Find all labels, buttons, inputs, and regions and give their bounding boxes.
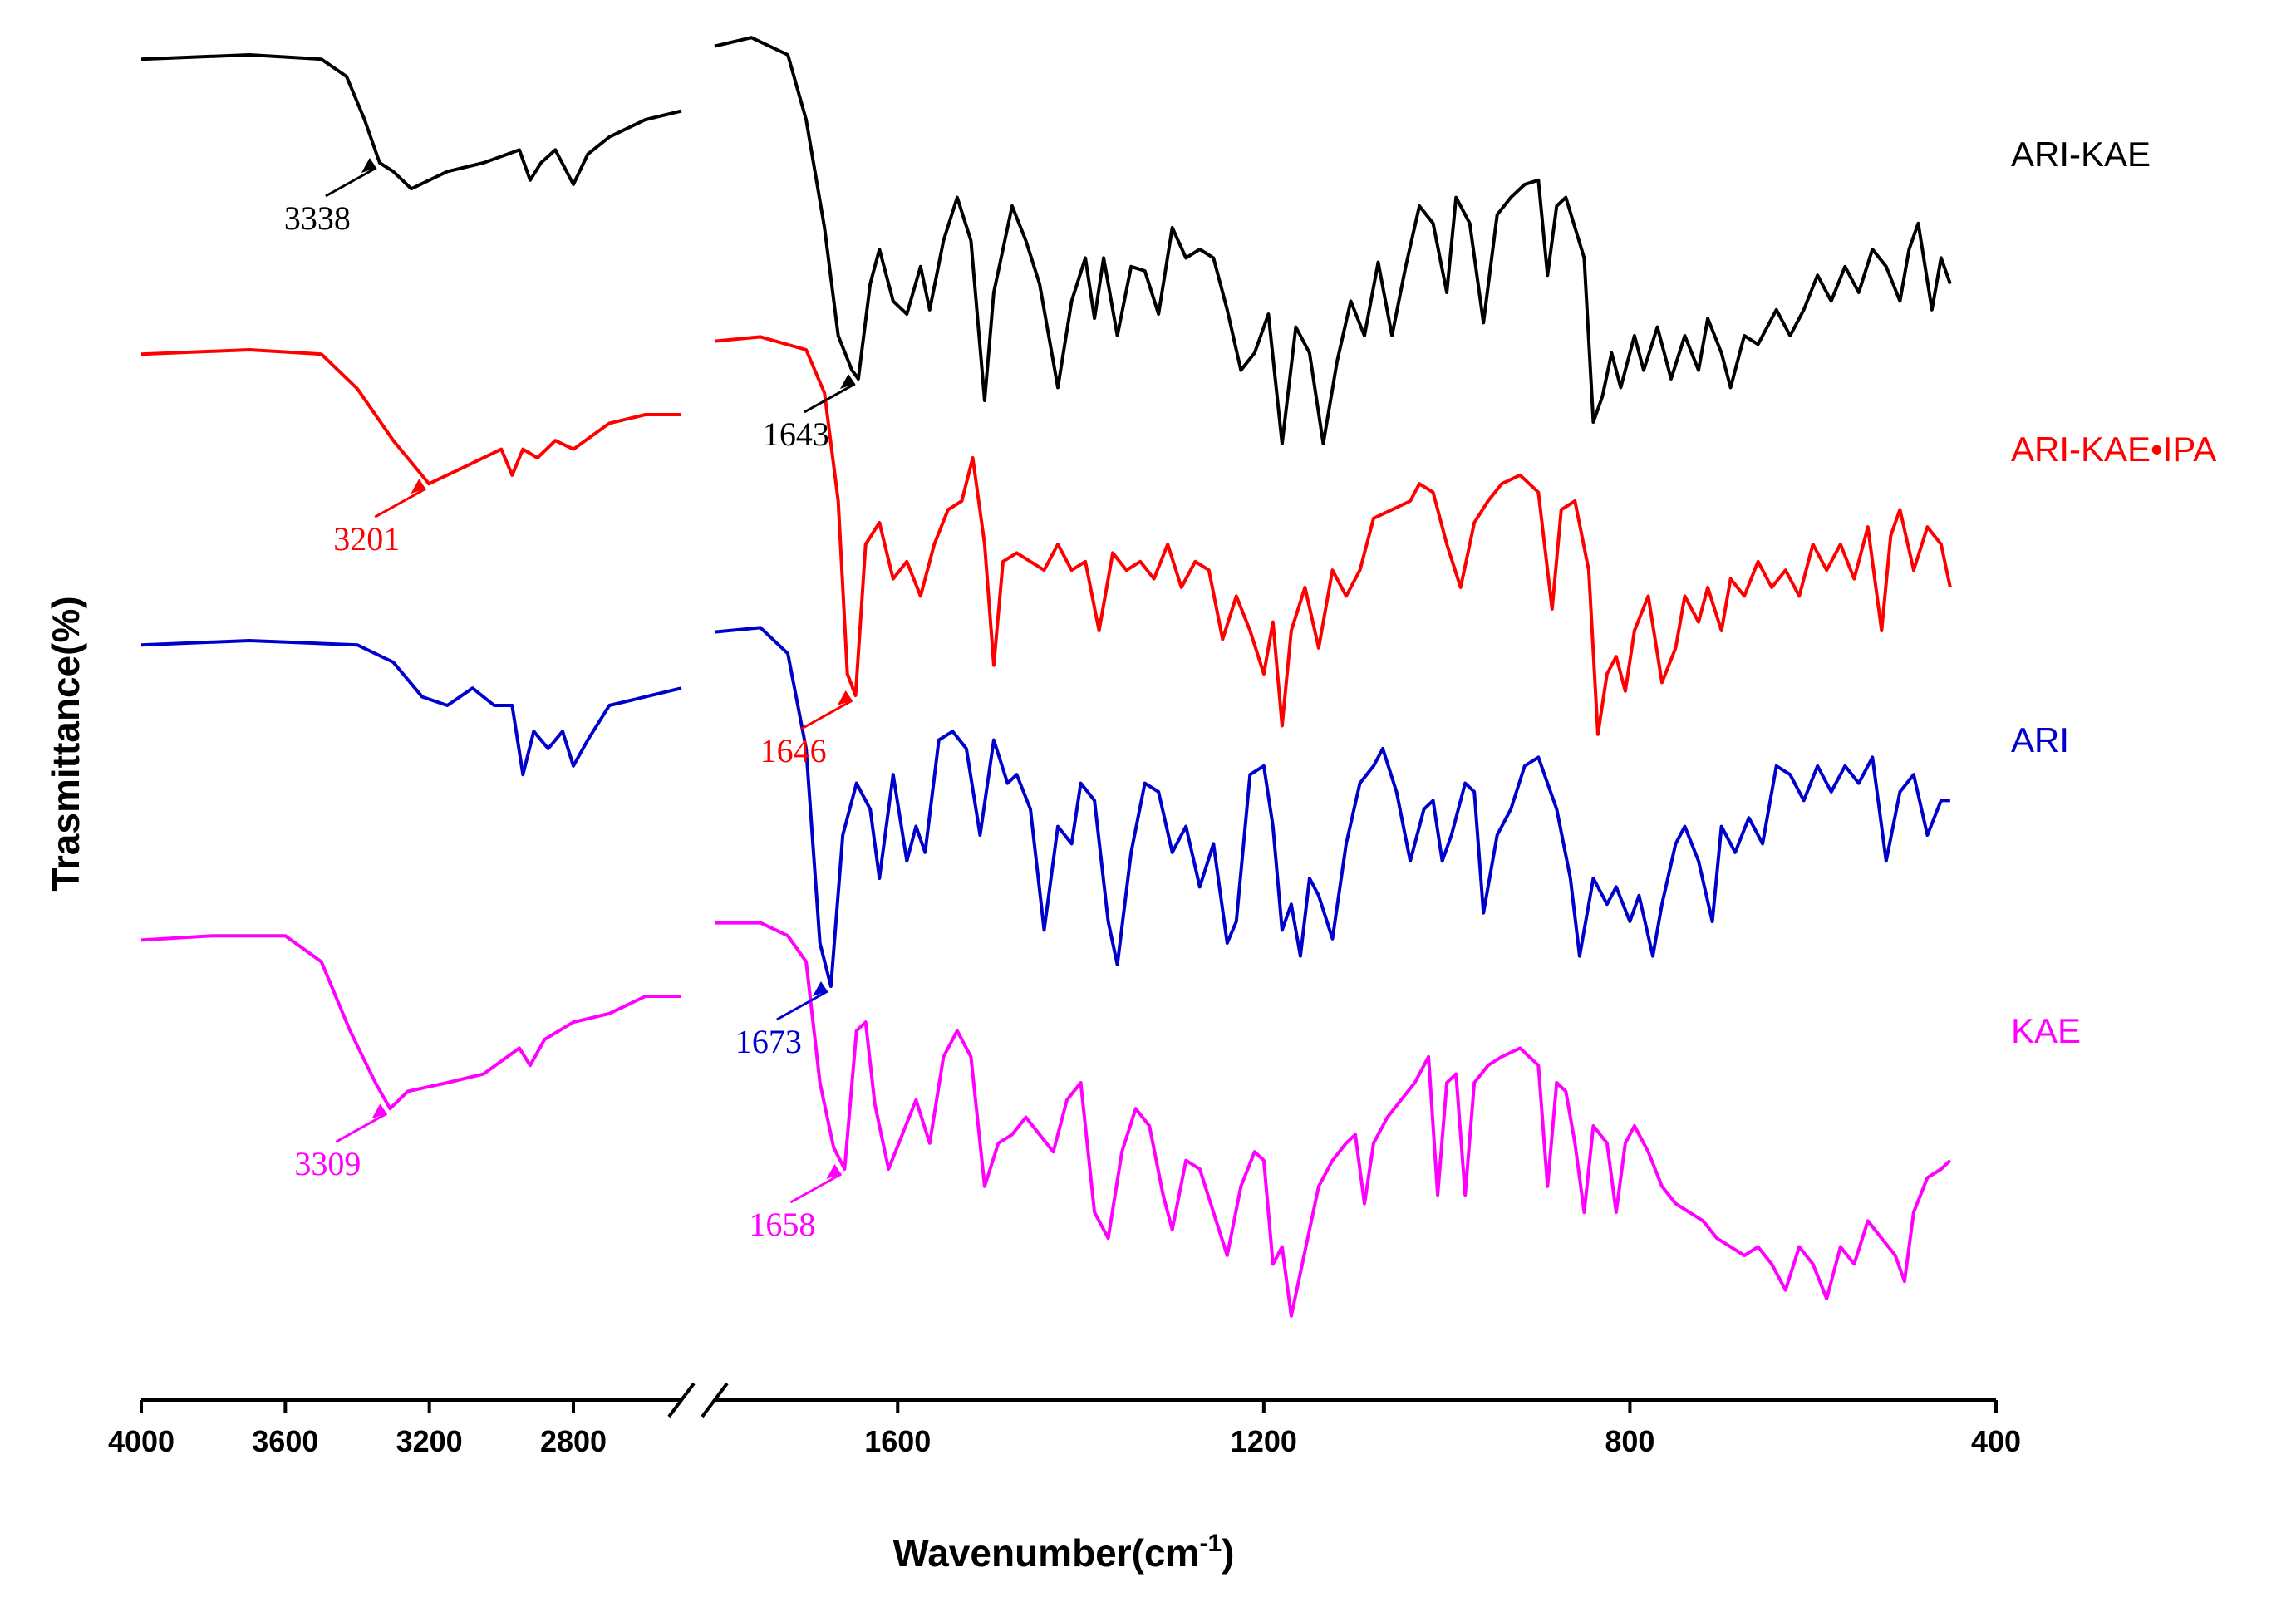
peak-label-ari-kae-1643: 1643 xyxy=(763,415,829,453)
peak-arrow-ari-kae-1643 xyxy=(804,382,856,414)
series-line-kae-seg1 xyxy=(140,934,681,1111)
series-line-ari-kae-ipa-seg1 xyxy=(140,348,681,486)
x-tick-label-1600: 1600 xyxy=(864,1424,931,1458)
peak-arrowhead-ari-kae-3338 xyxy=(361,158,376,173)
x-axis-title-suffix: ) xyxy=(1222,1531,1234,1575)
x-axis-title-main: Wavenumber(cm xyxy=(893,1531,1200,1575)
peak-label-kae-1658: 1658 xyxy=(749,1206,815,1243)
x-axis-ticks: 4000 3600 3200 2800 1600 1200 800 400 xyxy=(108,1400,2021,1458)
x-tick-label-2800: 2800 xyxy=(540,1424,607,1458)
x-tick-label-800: 800 xyxy=(1605,1424,1654,1458)
peak-label-kae-3309: 3309 xyxy=(294,1145,361,1182)
peak-arrowhead-ari-1673 xyxy=(812,981,828,996)
peak-label-ari-1673: 1673 xyxy=(735,1023,802,1060)
x-tick-label-1200: 1200 xyxy=(1231,1424,1297,1458)
series-line-ari-seg2 xyxy=(714,626,1950,988)
labels-layer: ARI-KAE 3338 1643 ARI-KAE•IPA 3201 1646 ARI 167… xyxy=(284,135,2216,1243)
peak-arrow-ari-kae-ipa-1646 xyxy=(800,699,853,730)
x-tick-label-3200: 3200 xyxy=(396,1424,463,1458)
peak-arrowhead-kae-3309 xyxy=(371,1103,387,1119)
legend-label-ari: ARI xyxy=(2011,720,2069,759)
peak-arrowhead-ari-kae-ipa-3201 xyxy=(411,479,426,494)
series-line-ari-seg1 xyxy=(140,639,682,777)
legend-label-ari-kae-ipa: ARI-KAE•IPA xyxy=(2011,430,2216,469)
axis-break-mark-right xyxy=(701,1382,729,1418)
x-tick-label-400: 400 xyxy=(1971,1424,2021,1458)
peak-arrowhead-ari-kae-ipa-1646 xyxy=(837,690,853,705)
peak-label-ari-kae-3338: 3338 xyxy=(284,199,351,237)
peak-arrow-ari-1673 xyxy=(776,990,828,1021)
series-line-kae-seg2 xyxy=(715,921,1952,1318)
peak-arrowhead-ari-kae-1643 xyxy=(839,374,855,389)
series-line-ari-kae-seg1 xyxy=(140,53,682,191)
x-axis-title: Wavenumber(cm-1) xyxy=(893,1530,1235,1575)
series-line-ari-kae-seg2 xyxy=(714,36,1952,445)
axis-break-mark-left xyxy=(667,1382,696,1418)
x-tick-label-3600: 3600 xyxy=(252,1424,318,1458)
peak-label-ari-kae-ipa-3201: 3201 xyxy=(333,520,400,558)
legend-label-ari-kae: ARI-KAE xyxy=(2011,135,2151,174)
series-layer xyxy=(140,36,1952,1318)
peak-label-ari-kae-ipa-1646: 1646 xyxy=(760,732,827,769)
peak-arrow-kae-3309 xyxy=(335,1112,388,1143)
series-line-ari-kae-ipa-seg2 xyxy=(714,335,1952,736)
peak-arrow-ari-kae-ipa-3201 xyxy=(374,487,426,518)
x-tick-label-4000: 4000 xyxy=(108,1424,175,1458)
y-axis-title: Trasmittance(%) xyxy=(44,596,87,891)
legend-label-kae: KAE xyxy=(2011,1011,2081,1050)
x-axis-title-superscript: -1 xyxy=(1199,1530,1222,1557)
peak-arrow-ari-kae-3338 xyxy=(325,166,377,198)
peak-arrow-kae-1658 xyxy=(789,1172,843,1204)
peak-arrowhead-kae-1658 xyxy=(826,1164,842,1179)
